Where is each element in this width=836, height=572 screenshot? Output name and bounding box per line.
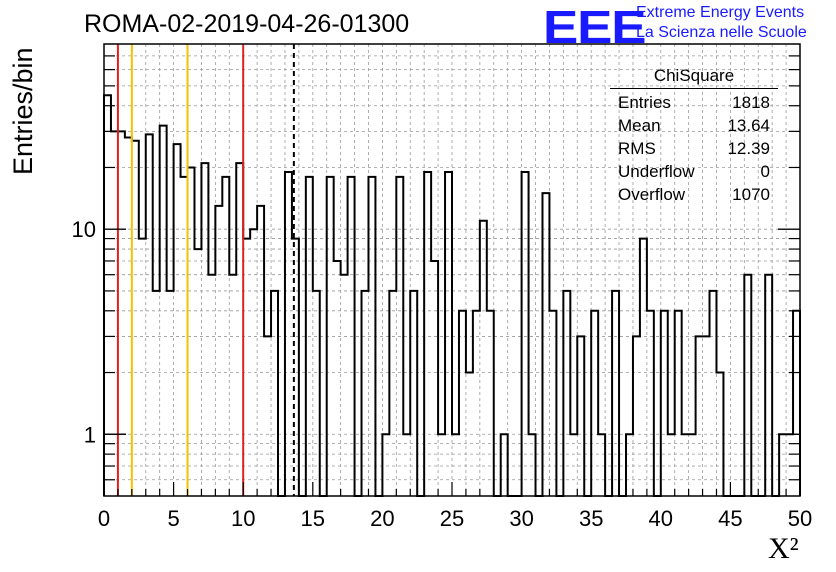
stats-label: Underflow — [618, 162, 695, 181]
stats-value: 0 — [760, 162, 770, 181]
x-tick-label: 25 — [440, 506, 464, 531]
x-tick-label: 5 — [167, 506, 179, 531]
stats-row-overflow: Overflow 1070 — [610, 183, 778, 206]
x-tick-label: 40 — [649, 506, 673, 531]
x-tick-label: 30 — [509, 506, 533, 531]
stats-label: RMS — [618, 139, 656, 158]
x-tick-label: 45 — [718, 506, 742, 531]
chart-title: ROMA-02-2019-04-26-01300 — [84, 10, 410, 38]
x-tick-label: 20 — [370, 506, 394, 531]
logo-line-2: La Scienza nelle Scuole — [636, 24, 807, 41]
stats-label: Overflow — [618, 185, 686, 204]
stats-label: Mean — [618, 116, 661, 135]
stats-label: Entries — [618, 93, 671, 112]
x-tick-label: 10 — [231, 506, 255, 531]
histogram-outline — [103, 94, 801, 497]
stats-value: 1818 — [732, 93, 770, 112]
y-tick-label: 1 — [84, 422, 96, 447]
stats-value: 13.64 — [727, 116, 770, 135]
stats-row-mean: Mean 13.64 — [610, 114, 778, 137]
x-axis-label: X² — [768, 532, 799, 565]
y-tick-label: 10 — [72, 217, 96, 242]
x-tick-label: 35 — [579, 506, 603, 531]
stats-value: 12.39 — [727, 139, 770, 158]
stats-row-entries: Entries 1818 — [610, 91, 778, 114]
x-tick-label: 50 — [788, 506, 812, 531]
x-tick-label: 0 — [98, 506, 110, 531]
stats-row-rms: RMS 12.39 — [610, 137, 778, 160]
x-tick-label: 15 — [301, 506, 325, 531]
logo-line-1: Extreme Energy Events — [636, 4, 805, 21]
stats-title: ChiSquare — [610, 66, 778, 89]
stats-value: 1070 — [732, 185, 770, 204]
stats-box: ChiSquare Entries 1818 Mean 13.64 RMS 12.39… — [610, 66, 778, 206]
stats-row-underflow: Underflow 0 — [610, 160, 778, 183]
